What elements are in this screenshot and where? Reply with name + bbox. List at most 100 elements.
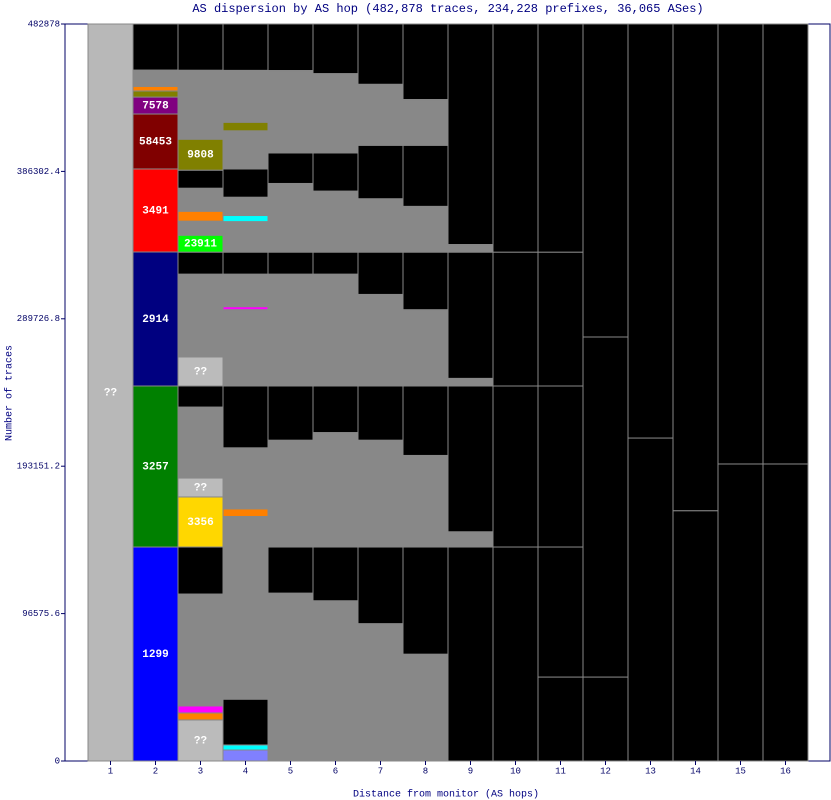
bar-segment xyxy=(582,676,629,762)
bar-segment xyxy=(177,705,224,714)
bar-segment xyxy=(222,23,269,71)
bar-segment xyxy=(537,385,584,548)
x-tick-label: 5 xyxy=(288,766,293,776)
x-tick-label: 6 xyxy=(333,766,338,776)
bar-segment xyxy=(177,299,224,358)
bar-segment xyxy=(222,385,269,449)
bar-segment xyxy=(222,221,269,253)
bar-segment xyxy=(177,169,224,189)
bar-segment xyxy=(267,273,314,387)
bar-segment xyxy=(357,293,404,387)
bar-segment xyxy=(267,182,314,253)
bar-segment xyxy=(177,187,224,212)
bar-segment xyxy=(222,273,269,308)
bar-segment xyxy=(222,130,269,170)
x-tick-label: 12 xyxy=(600,766,611,776)
x-axis-label: Distance from monitor (AS hops) xyxy=(353,789,539,800)
bar-segment xyxy=(132,168,179,253)
bar-segment xyxy=(222,749,269,762)
bar-segment xyxy=(177,385,224,408)
bar-segment xyxy=(447,385,494,533)
bar-segment xyxy=(177,114,224,140)
bar-segment xyxy=(222,196,269,217)
y-tick-label: 386302.4 xyxy=(17,167,60,177)
bar-segment xyxy=(267,70,314,154)
bar-segment xyxy=(492,251,539,387)
bar-segment xyxy=(222,515,269,548)
x-tick-label: 15 xyxy=(735,766,746,776)
bar-segment xyxy=(537,251,584,387)
bar-segment xyxy=(177,496,224,548)
bar-segment xyxy=(447,251,494,379)
bar-segment xyxy=(312,152,359,192)
x-tick-label: 16 xyxy=(780,766,791,776)
bar-segment xyxy=(267,592,314,762)
bar-segment xyxy=(402,144,449,207)
bar-segment xyxy=(177,356,224,387)
bar-segment xyxy=(132,23,179,71)
y-tick-label: 289726.8 xyxy=(17,314,60,324)
bar-segment xyxy=(357,623,404,762)
bar-segment xyxy=(267,23,314,72)
bar-segment xyxy=(402,309,449,387)
bar-segment xyxy=(357,23,404,85)
bar-segment xyxy=(312,600,359,762)
x-tick-label: 2 xyxy=(153,766,158,776)
bar-segment xyxy=(537,23,584,253)
bar-segment xyxy=(492,23,539,253)
bar-segment xyxy=(222,508,269,517)
bar-segment xyxy=(312,23,359,75)
bar-segment xyxy=(177,429,224,479)
y-tick-label: 96575.6 xyxy=(22,609,60,619)
bar-segment xyxy=(177,679,224,707)
segment-label: 23911 xyxy=(184,239,217,251)
bar-segment xyxy=(222,251,269,275)
segment-label: ?? xyxy=(194,482,207,494)
bar-segment xyxy=(402,653,449,762)
bar-segment xyxy=(357,251,404,295)
bar-segment xyxy=(402,546,449,655)
bar-segment xyxy=(132,69,179,87)
bar-segment xyxy=(402,251,449,311)
chart-title: AS dispersion by AS hop (482,878 traces,… xyxy=(192,2,703,16)
bar-segment xyxy=(177,273,224,301)
x-tick-label: 11 xyxy=(555,766,566,776)
bar-segment xyxy=(312,273,359,387)
bar-segment xyxy=(447,23,494,246)
x-tick-label: 13 xyxy=(645,766,656,776)
bar-segment xyxy=(627,23,674,439)
bar-segment xyxy=(762,23,809,465)
bar-segment xyxy=(312,546,359,602)
bar-segment xyxy=(537,546,584,678)
bar-segment xyxy=(222,309,269,387)
bar-segment xyxy=(717,463,764,762)
bar-segment xyxy=(357,83,404,146)
bar-segment xyxy=(312,251,359,275)
y-tick-label: 193151.2 xyxy=(17,462,60,472)
bar-segment xyxy=(132,85,179,92)
x-tick-label: 9 xyxy=(468,766,473,776)
bar-segment xyxy=(177,69,224,116)
bar-segment xyxy=(762,463,809,762)
bar-segment xyxy=(222,546,269,700)
segment-label: ?? xyxy=(194,735,207,747)
x-tick-label: 1 xyxy=(108,766,113,776)
bar-segment xyxy=(132,90,179,98)
bar-segment xyxy=(357,144,404,200)
bar-segment xyxy=(267,385,314,441)
bar-segment xyxy=(357,439,404,548)
bar-segment xyxy=(177,406,224,431)
bar-segment xyxy=(582,336,629,678)
bar-segment xyxy=(402,205,449,253)
bar-segment xyxy=(177,719,224,762)
bar-segment xyxy=(357,198,404,253)
bar-segment xyxy=(402,385,449,456)
bar-segment xyxy=(177,23,224,71)
bar-segment xyxy=(177,593,224,681)
bar-segment xyxy=(177,712,224,721)
bar-segment xyxy=(312,385,359,434)
segment-label: 3257 xyxy=(142,461,168,473)
x-tick-label: 3 xyxy=(198,766,203,776)
segment-label: 9808 xyxy=(187,150,214,162)
